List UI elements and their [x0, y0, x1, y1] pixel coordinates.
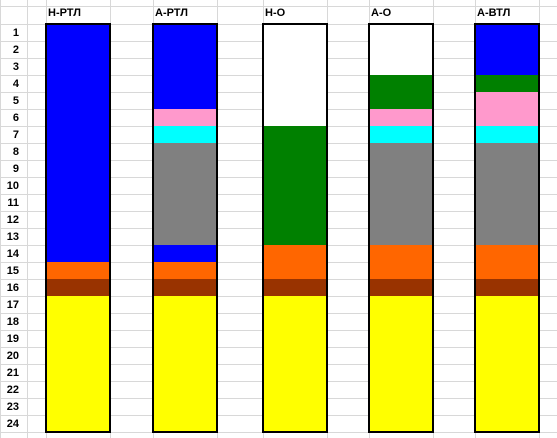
bar-3: [262, 23, 328, 433]
row-label: 21: [7, 367, 19, 379]
row-label: 11: [7, 197, 19, 209]
bar-segment: [475, 24, 539, 75]
bar-segment: [369, 143, 433, 245]
column-header: Н-О: [265, 7, 286, 19]
bar-segment: [369, 24, 433, 75]
row-label: 16: [7, 282, 19, 294]
bar-segment: [46, 279, 110, 296]
bar-segment: [153, 143, 217, 245]
bar-segment: [475, 245, 539, 279]
bar-outline: [45, 23, 111, 433]
bar-segment: [46, 296, 110, 432]
bar-outline: [262, 23, 328, 433]
row-label: 13: [7, 231, 19, 243]
row-label: 3: [13, 61, 19, 73]
bar-segment: [369, 245, 433, 279]
row-label: 6: [13, 112, 19, 124]
bar-outline: [474, 23, 540, 433]
row-label: 18: [7, 316, 19, 328]
row-label: 4: [13, 78, 20, 90]
bar-segment: [475, 143, 539, 245]
column-header: А-ВТЛ: [477, 7, 510, 19]
column-header: Н-РТЛ: [48, 7, 81, 19]
bar-segment: [153, 262, 217, 279]
row-label: 7: [13, 129, 19, 141]
row-label: 8: [13, 146, 19, 158]
column-header: А-О: [371, 7, 392, 19]
bar-outline: [368, 23, 434, 433]
bar-segment: [369, 296, 433, 432]
bar-segment: [263, 126, 327, 245]
row-label: 22: [7, 384, 19, 396]
bar-segment: [369, 109, 433, 126]
row-label: 14: [7, 248, 20, 260]
row-label: 20: [7, 350, 19, 362]
bar-segment: [369, 126, 433, 143]
bar-segment: [369, 75, 433, 109]
row-label: 17: [7, 299, 19, 311]
column-headers: Н-РТЛ А-РТЛ Н-О А-О А-ВТЛ: [48, 7, 510, 19]
bar-segment: [263, 245, 327, 279]
bar-segment: [153, 24, 217, 109]
bar-segment: [153, 126, 217, 143]
bar-segment: [153, 109, 217, 126]
row-label: 23: [7, 401, 19, 413]
column-header: А-РТЛ: [155, 7, 188, 19]
row-label: 19: [7, 333, 19, 345]
bar-segment: [475, 126, 539, 143]
bar-segment: [46, 24, 110, 262]
bar-1: [45, 23, 111, 433]
bar-outline: [152, 23, 218, 433]
bar-segment: [153, 279, 217, 296]
row-label: 5: [13, 95, 19, 107]
row-label: 9: [13, 163, 19, 175]
row-label: 24: [7, 418, 20, 430]
row-label: 15: [7, 265, 19, 277]
row-label: 12: [7, 214, 19, 226]
bar-segment: [263, 279, 327, 296]
bar-segment: [475, 92, 539, 126]
row-label: 10: [7, 180, 19, 192]
bar-segment: [153, 245, 217, 262]
bar-segment: [46, 262, 110, 279]
bar-segment: [475, 75, 539, 92]
bar-segment: [263, 24, 327, 126]
bar-segment: [369, 279, 433, 296]
bar-segment: [263, 296, 327, 432]
row-label: 1: [13, 27, 19, 39]
bar-segment: [153, 296, 217, 432]
bar-segment: [475, 296, 539, 432]
bar-4: [368, 23, 434, 433]
row-label: 2: [13, 44, 19, 56]
bar-2: [152, 23, 218, 433]
bars: [45, 23, 540, 433]
bar-segment: [475, 279, 539, 296]
bar-5: [474, 23, 540, 433]
